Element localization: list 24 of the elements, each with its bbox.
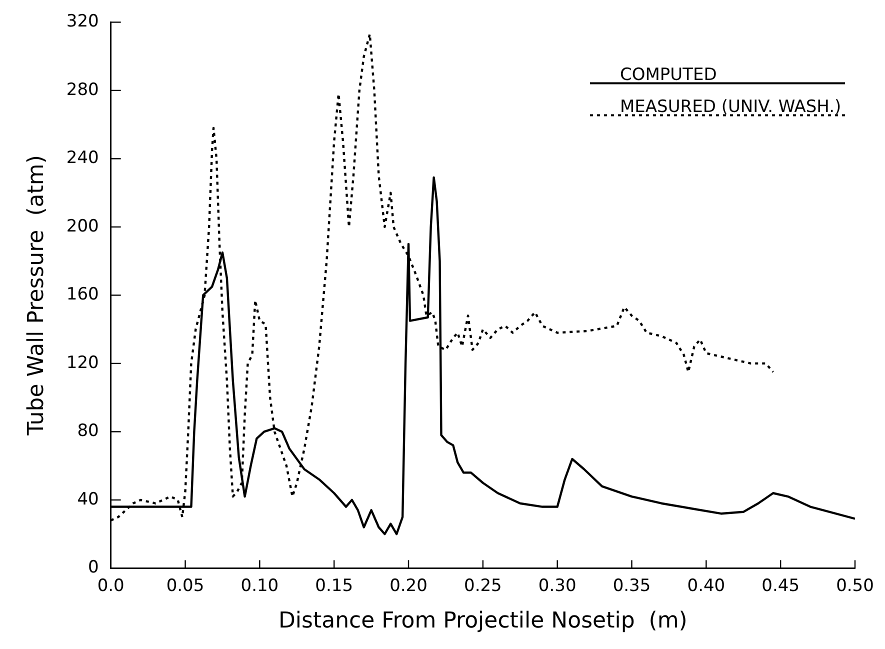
y-tick-label: 280: [66, 80, 99, 100]
x-tick-label: 0.40: [687, 576, 726, 596]
y-tick-label: 240: [66, 148, 99, 168]
x-tick-label: 0.10: [240, 576, 279, 596]
x-tick-label: 0.30: [538, 576, 576, 596]
y-tick-label: 0: [88, 558, 99, 578]
y-tick-label: 320: [66, 12, 99, 32]
x-tick-label: 0.15: [315, 576, 354, 596]
x-tick-label: 0.05: [166, 576, 204, 596]
x-tick-label: 0.50: [836, 576, 874, 596]
y-tick-label: 160: [66, 284, 99, 305]
y-tick-label: 120: [66, 352, 99, 373]
y-tick-label: 80: [77, 421, 99, 442]
x-tick-label: 0.0: [97, 576, 124, 596]
y-tick-label: 40: [77, 489, 99, 510]
y-axis-title: Tube Wall Pressure (atm): [24, 155, 49, 436]
x-axis-title: Distance From Projectile Nosetip (m): [278, 608, 688, 634]
x-tick-label: 0.35: [612, 576, 651, 596]
legend-label: MEASURED (UNIV. WASH.): [620, 97, 842, 118]
x-tick-label: 0.45: [762, 576, 800, 596]
y-tick-label: 200: [66, 216, 99, 236]
legend-label: COMPUTED: [620, 65, 717, 86]
x-tick-label: 0.20: [390, 576, 428, 596]
x-tick-label: 0.25: [464, 576, 502, 596]
